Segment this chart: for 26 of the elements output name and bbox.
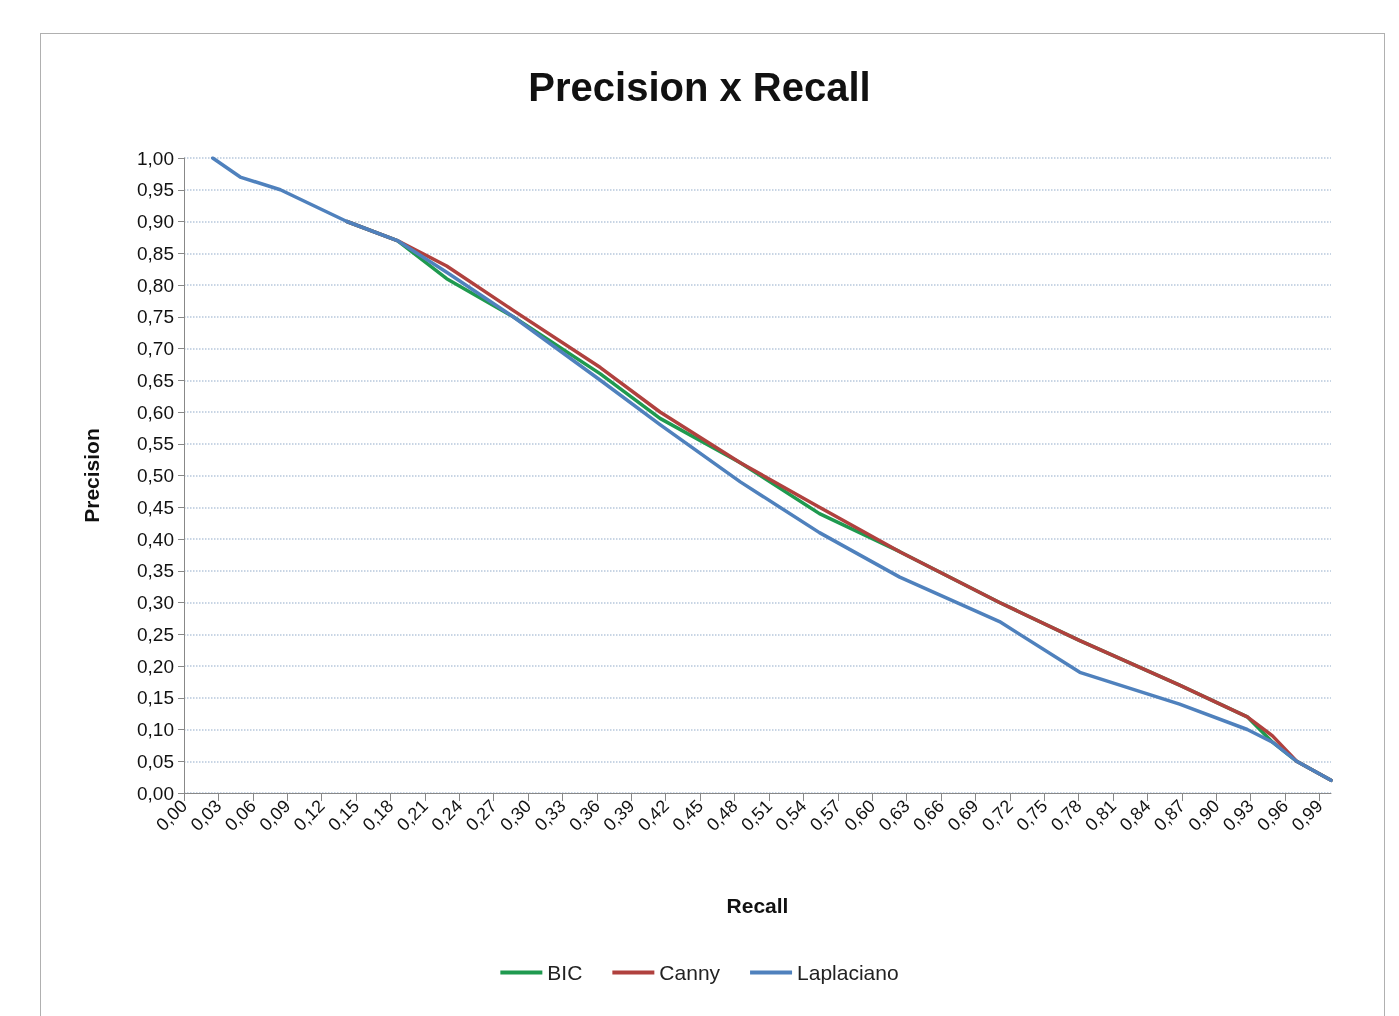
y-axis-title: Precision	[80, 428, 103, 523]
y-tick-label: 0,40	[137, 528, 174, 550]
y-tick-label: 0,75	[137, 306, 174, 328]
y-tick-label: 0,95	[137, 179, 174, 201]
chart-title: Precision x Recall	[528, 65, 871, 109]
y-tick-label: 0,30	[137, 592, 174, 613]
x-axis-title: Recall	[726, 894, 789, 917]
y-tick-label: 0,65	[137, 369, 174, 391]
y-tick-label: 0,70	[137, 338, 174, 359]
y-tick-label: 0,10	[137, 719, 174, 740]
y-tick-label: 1,00	[137, 147, 174, 169]
y-tick-label: 0,25	[137, 623, 174, 645]
legend-label: Laplaciano	[797, 961, 899, 984]
y-tick-label: 0,80	[137, 274, 174, 296]
y-tick-label: 0,60	[137, 401, 174, 423]
legend-label: Canny	[659, 961, 721, 984]
y-tick-label: 0,55	[137, 433, 174, 455]
y-tick-label: 0,15	[137, 687, 174, 709]
y-tick-label: 0,05	[137, 750, 174, 772]
y-tick-label: 0,35	[137, 560, 174, 582]
legend-label: BIC	[547, 961, 583, 984]
y-tick-label: 0,20	[137, 655, 174, 677]
y-tick-label: 0,45	[137, 496, 174, 518]
y-tick-label: 0,90	[137, 211, 174, 232]
y-tick-label: 0,50	[137, 465, 174, 486]
y-tick-label: 0,85	[137, 242, 174, 264]
